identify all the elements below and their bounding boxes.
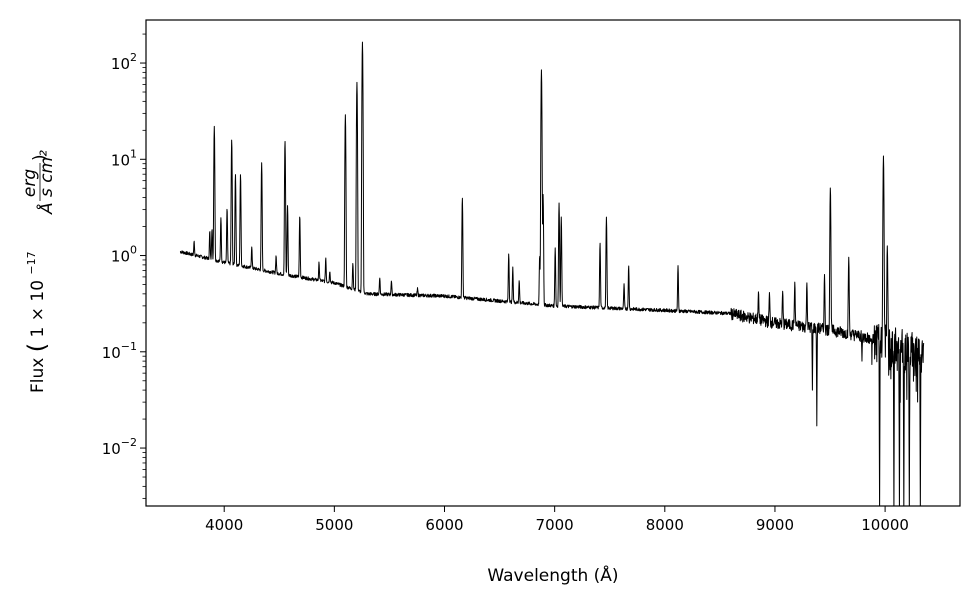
y-tick-label: 102 [111, 51, 137, 73]
x-tick-label: 4000 [205, 516, 243, 534]
plot-frame [145, 19, 961, 507]
x-tick-label: 6000 [425, 516, 463, 534]
svg-text:Flux ( 1 × 10: Flux ( 1 × 10 −17 [23, 251, 51, 393]
x-tick-label: 5000 [315, 516, 353, 534]
y-tick-label: 100 [111, 244, 137, 266]
y-tick-label: 10−2 [102, 436, 137, 458]
y-axis-label: Flux ( 1 × 10 −17 erg Å s cm² ) [20, 150, 57, 393]
spectrum-line [179, 41, 925, 506]
y-tick-label: 10−1 [102, 340, 137, 362]
x-tick-label: 8000 [646, 516, 684, 534]
y-label-open-paren: ( [23, 343, 51, 352]
y-label-prefix: Flux [28, 358, 48, 393]
y-axis-ticks: 10−2 10−1 100 101 102 [102, 33, 146, 499]
y-label-unit-numerator: erg [20, 169, 40, 197]
y-label-factor: 1 × 10 [28, 280, 48, 338]
y-label-exponent: −17 [25, 251, 38, 274]
x-tick-label: 7000 [536, 516, 574, 534]
x-tick-label: 9000 [756, 516, 794, 534]
x-axis-label: Wavelength (Å) [487, 564, 618, 586]
y-label-close-paren: ) [30, 154, 50, 161]
x-tick-label: 10000 [861, 516, 909, 534]
x-axis-ticks: 4000 5000 6000 7000 8000 9000 10000 [205, 506, 909, 534]
y-label-unit-denominator: Å s cm² [35, 150, 57, 215]
y-tick-label: 101 [111, 147, 137, 169]
spectrum-series [179, 41, 925, 506]
